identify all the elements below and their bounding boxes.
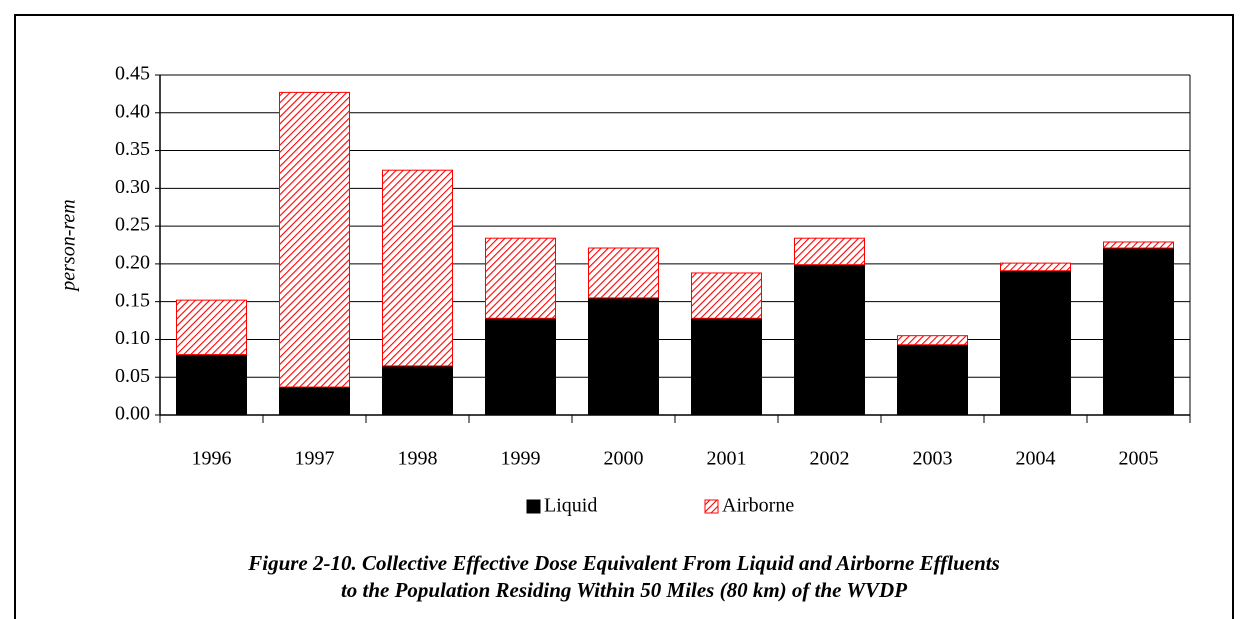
x-tick-label: 1999 — [501, 448, 541, 470]
bar-segment — [1103, 247, 1174, 416]
x-tick-label: 1997 — [295, 448, 335, 470]
y-tick-label: 0.00 — [115, 403, 150, 425]
x-tick-label: 2004 — [1016, 448, 1056, 470]
bar-segment — [588, 297, 659, 416]
bar-segment — [279, 386, 350, 416]
bar-segment — [897, 344, 968, 416]
y-tick-label: 0.40 — [115, 100, 150, 122]
x-tick-label: 2001 — [707, 448, 747, 470]
legend-swatch — [526, 499, 541, 514]
chart-subtitle: to the Population Residing Within 50 Mil… — [341, 578, 907, 602]
x-tick-label: 2005 — [1119, 448, 1159, 470]
x-tick-label: 1996 — [192, 448, 232, 470]
bar-segment — [176, 354, 247, 416]
bar-segment — [794, 264, 865, 416]
chart-title: Figure 2-10. Collective Effective Dose E… — [247, 551, 1000, 575]
bar-segment — [691, 272, 762, 319]
bar-segment — [794, 237, 865, 266]
x-tick-label: 2002 — [810, 448, 850, 470]
y-tick-label: 0.30 — [115, 176, 150, 198]
bar-segment — [382, 169, 453, 367]
bar-segment — [1000, 270, 1071, 416]
bar-segment — [897, 335, 968, 346]
y-tick-label: 0.25 — [115, 214, 150, 236]
x-tick-label: 1998 — [398, 448, 438, 470]
legend-label: Liquid — [544, 495, 597, 517]
y-tick-label: 0.20 — [115, 251, 150, 273]
bar-segment — [382, 365, 453, 416]
bar-segment — [1000, 262, 1071, 272]
bar-segment — [588, 247, 659, 299]
y-tick-label: 0.05 — [115, 365, 150, 387]
y-tick-label: 0.45 — [115, 63, 150, 85]
y-tick-label: 0.15 — [115, 289, 150, 311]
bar-segment — [485, 317, 556, 416]
legend-swatch — [704, 499, 719, 514]
y-tick-label: 0.35 — [115, 138, 150, 160]
y-axis-label: person-rem — [58, 199, 80, 292]
legend-label: Airborne — [722, 495, 794, 517]
y-tick-label: 0.10 — [115, 327, 150, 349]
x-tick-label: 2003 — [913, 448, 953, 470]
bar-segment — [485, 237, 556, 319]
bar-segment — [1103, 241, 1174, 249]
x-tick-label: 2000 — [604, 448, 644, 470]
frame — [14, 14, 1234, 619]
bar-segment — [691, 317, 762, 416]
bar-segment — [279, 91, 350, 388]
bar-segment — [176, 299, 247, 356]
